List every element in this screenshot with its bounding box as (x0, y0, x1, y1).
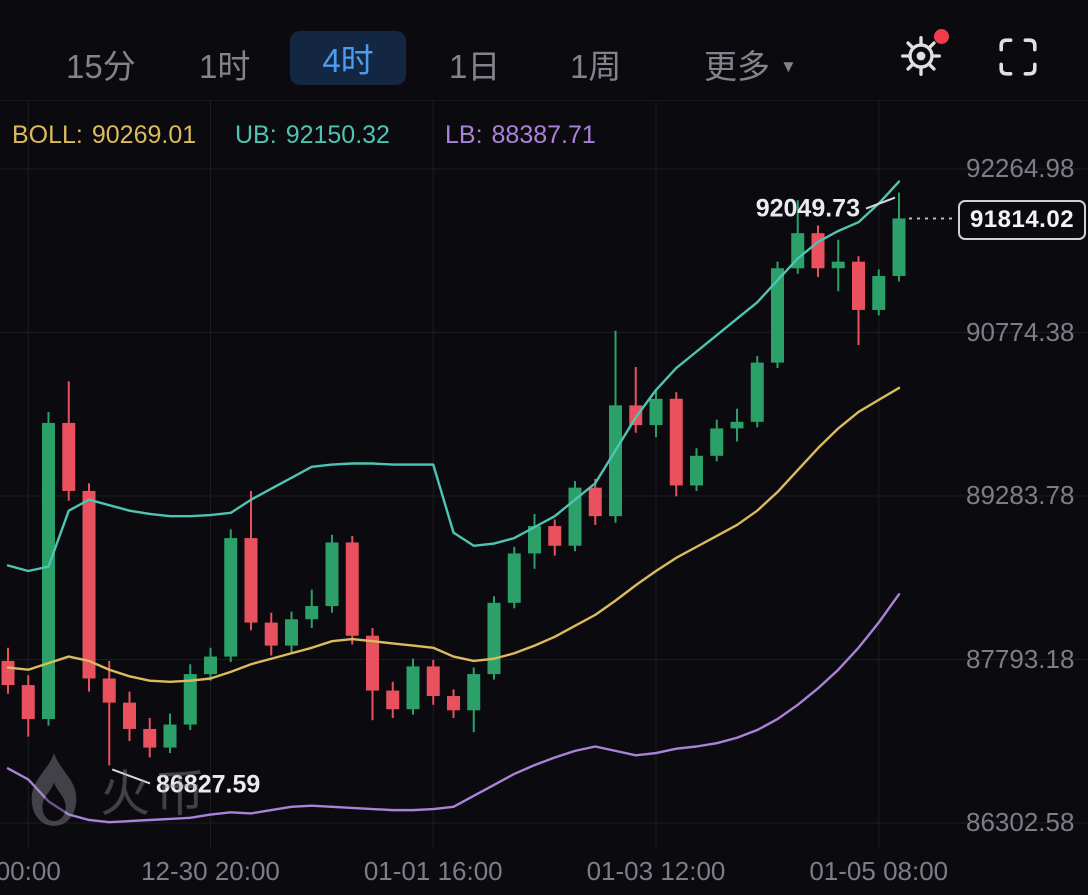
candle-body (325, 542, 339, 607)
candle-body (345, 542, 359, 636)
time-axis-label: 12-30 20:00 (141, 856, 280, 886)
candle-body (730, 421, 744, 429)
price-axis-label: 92264.98 (966, 153, 1075, 183)
candle-body (852, 261, 865, 310)
boll-readout: BOLL: 90269.01 (12, 121, 196, 150)
lb-label: LB: (445, 121, 483, 149)
candle-body (123, 702, 136, 729)
more-timeframes-button[interactable]: 更多 ▼ (704, 40, 797, 88)
settings-button[interactable] (898, 29, 949, 79)
candle-body (42, 422, 55, 720)
candle-body (892, 218, 906, 276)
time-axis-label: 01-03 12:00 (586, 856, 726, 886)
candle-body (366, 635, 379, 691)
candle-body (62, 422, 76, 491)
ub-readout: UB: 92150.32 (235, 121, 390, 150)
candle-body (143, 728, 157, 748)
boll-value: 90269.01 (91, 121, 197, 149)
candle-body (690, 455, 703, 486)
low-pointer-line (111, 768, 151, 785)
notification-dot (934, 29, 949, 44)
candle-body (467, 674, 481, 711)
candle-body (528, 526, 541, 554)
candle-body (224, 538, 238, 657)
timeframe-tabbar: 15分 1时 4时 1日 1周 更多 ▼ (0, 0, 1088, 100)
candle-body (872, 275, 886, 310)
candle-body (244, 538, 258, 623)
candle-body (649, 398, 663, 426)
candle-body (406, 666, 420, 710)
time-axis: 00:00 12-30 20:00 01-01 16:00 01-03 12:00 01… (0, 848, 1088, 895)
candle-body (588, 487, 602, 517)
lb-readout: LB: 88387.71 (445, 121, 596, 150)
price-axis-label: 90774.38 (966, 316, 1075, 347)
candle-body (831, 261, 845, 269)
candle-body (771, 268, 784, 363)
candle-body (629, 405, 643, 426)
boll-label: BOLL: (12, 121, 83, 149)
candle-body (710, 428, 724, 456)
candlestick-chart[interactable]: 92049.73 86827.59 BOLL: 90269.01 UB: 92150.… (0, 100, 1088, 849)
last-price-label: 91814.02 (958, 200, 1086, 241)
candle-body (750, 362, 764, 422)
ub-label: UB: (235, 121, 277, 149)
candle-body (548, 526, 562, 546)
candle-body (609, 405, 622, 517)
candle-body (82, 490, 96, 679)
price-axis-label: 86302.58 (966, 807, 1075, 837)
chevron-down-icon: ▼ (780, 57, 797, 76)
candle-body (1, 660, 15, 686)
more-label: 更多 (704, 48, 770, 85)
tab-1hour[interactable]: 1时 (199, 48, 251, 85)
candle-body (305, 606, 319, 620)
high-price-label: 92049.73 (756, 195, 860, 223)
ub-value: 92150.32 (285, 121, 390, 149)
overlay-line-lb (6, 593, 901, 824)
chart-canvas: 92049.73 86827.59 (0, 101, 1088, 849)
candle-body (183, 674, 197, 725)
candle-body (163, 724, 177, 748)
candle-body (791, 233, 805, 269)
candle-body (447, 696, 460, 711)
fullscreen-button[interactable] (997, 36, 1039, 78)
indicator-legend: BOLL: 90269.01 UB: 92150.32 LB: 88387.71 (0, 121, 1088, 153)
candle-body (386, 690, 400, 710)
tab-4hour[interactable]: 4时 (290, 31, 406, 85)
candle-body (204, 656, 217, 675)
candle-body (21, 685, 35, 720)
fullscreen-icon (999, 38, 1037, 76)
candle-body (102, 678, 116, 703)
candle-body (811, 233, 825, 269)
candle-body (264, 622, 278, 646)
price-axis-label: 89283.78 (966, 480, 1075, 510)
tab-1week[interactable]: 1周 (570, 48, 622, 85)
candle-body (507, 553, 521, 603)
candle-body (669, 398, 683, 486)
overlay-line-boll (6, 386, 901, 683)
candle-body (285, 619, 298, 646)
time-axis-label: 01-01 16:00 (363, 856, 503, 886)
price-axis-label: 87793.18 (966, 643, 1075, 674)
huobi-watermark: 火币 (22, 751, 210, 829)
candle-body (426, 666, 440, 697)
overlay-line-ub (6, 180, 901, 573)
time-axis-label: 00:00 (0, 856, 61, 886)
low-price-label: 86827.59 (156, 770, 260, 798)
lb-value: 88387.71 (491, 121, 596, 149)
huobi-brand-text: 火币 (100, 766, 210, 822)
tab-15min[interactable]: 15分 (66, 48, 136, 85)
tab-1day[interactable]: 1日 (449, 48, 501, 85)
candle-body (487, 602, 501, 675)
gear-icon (901, 36, 941, 76)
time-axis-label: 01-05 08:00 (809, 856, 949, 886)
high-pointer-line (865, 196, 896, 210)
huobi-flame-icon (31, 753, 77, 826)
